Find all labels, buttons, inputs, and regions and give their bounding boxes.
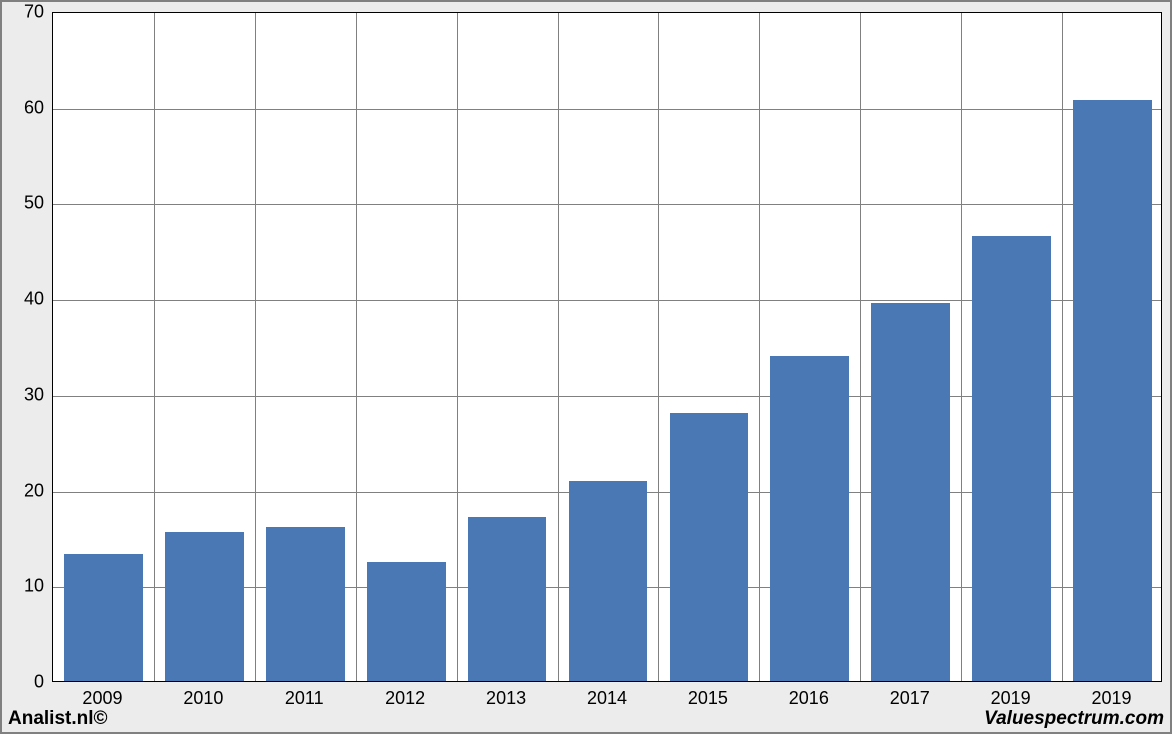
footer-left-text: Analist.nl© (8, 708, 108, 730)
bar (972, 236, 1051, 681)
gridline-horizontal (53, 204, 1161, 205)
ytick-label: 60 (4, 97, 44, 118)
gridline-vertical (457, 13, 458, 681)
ytick-label: 0 (4, 672, 44, 693)
gridline-vertical (558, 13, 559, 681)
bar (165, 532, 244, 681)
xtick-label: 2015 (688, 688, 728, 709)
gridline-horizontal (53, 109, 1161, 110)
ytick-label: 10 (4, 576, 44, 597)
xtick-label: 2012 (385, 688, 425, 709)
ytick-label: 30 (4, 384, 44, 405)
ytick-label: 50 (4, 193, 44, 214)
xtick-label: 2011 (285, 688, 324, 709)
xtick-label: 2010 (183, 688, 223, 709)
gridline-vertical (255, 13, 256, 681)
bar (64, 554, 143, 681)
ytick-label: 40 (4, 289, 44, 310)
xtick-label: 2013 (486, 688, 526, 709)
gridline-vertical (658, 13, 659, 681)
gridline-vertical (1062, 13, 1063, 681)
gridline-vertical (154, 13, 155, 681)
gridline-vertical (759, 13, 760, 681)
plot-area (52, 12, 1162, 682)
gridline-vertical (356, 13, 357, 681)
gridline-vertical (961, 13, 962, 681)
xtick-label: 2017 (890, 688, 930, 709)
xtick-label: 2019 (991, 688, 1031, 709)
gridline-vertical (860, 13, 861, 681)
bar (670, 413, 749, 681)
footer-right-text: Valuespectrum.com (984, 708, 1164, 730)
ytick-label: 70 (4, 2, 44, 23)
bar (871, 303, 950, 681)
bar (468, 517, 547, 681)
bar (569, 481, 648, 681)
ytick-label: 20 (4, 480, 44, 501)
xtick-label: 2016 (789, 688, 829, 709)
bar (770, 356, 849, 681)
bar (266, 527, 345, 681)
bar (367, 562, 446, 681)
xtick-label: 2019 (1092, 688, 1132, 709)
bar (1073, 100, 1152, 681)
xtick-label: 2014 (587, 688, 627, 709)
xtick-label: 2009 (82, 688, 122, 709)
chart-frame: Analist.nl© Valuespectrum.com 0 10 20 30 40 5… (0, 0, 1172, 734)
